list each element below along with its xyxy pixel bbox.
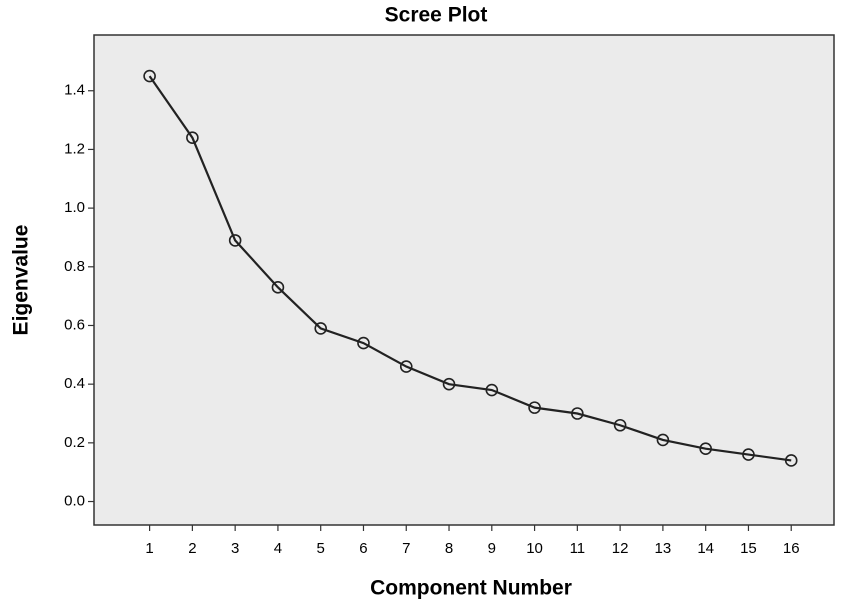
- y-tick-label: 1.0: [64, 199, 85, 216]
- x-tick-label: 10: [526, 540, 543, 557]
- x-tick-label: 2: [188, 540, 196, 557]
- x-tick-label: 12: [612, 540, 629, 557]
- line: [148, 75, 792, 462]
- plot-area: [93, 34, 835, 526]
- y-axis-label: Eigenvalue: [10, 225, 33, 336]
- y-tick-label: 0.4: [64, 375, 85, 392]
- point: [186, 131, 199, 144]
- x-tick-label: 11: [570, 540, 586, 557]
- y-tick-label: 0.6: [64, 316, 85, 333]
- x-tick-label: 3: [231, 540, 239, 557]
- x-tick-label: 9: [488, 540, 496, 557]
- point: [442, 377, 456, 391]
- x-tick-label: 16: [783, 540, 800, 557]
- point: [528, 401, 541, 414]
- y-tick-label: 0.2: [64, 434, 85, 451]
- x-tick-label: 13: [655, 540, 672, 557]
- x-tick-label: 7: [402, 540, 410, 557]
- x-tick-label: 5: [317, 540, 325, 557]
- point: [399, 360, 413, 373]
- point: [784, 454, 798, 467]
- point: [228, 234, 242, 247]
- x-axis-label: Component Number: [370, 577, 572, 600]
- point: [314, 322, 328, 335]
- x-tick-label: 8: [445, 540, 453, 557]
- point: [571, 407, 584, 420]
- chart-title: Scree Plot: [385, 4, 488, 27]
- x-tick-label: 15: [740, 540, 757, 557]
- point: [357, 336, 370, 350]
- point: [143, 69, 156, 83]
- point: [742, 448, 755, 461]
- point: [271, 281, 285, 294]
- y-tick-label: 0.8: [64, 258, 85, 275]
- point: [485, 383, 499, 397]
- x-tick-label: 1: [145, 540, 153, 557]
- point: [699, 442, 712, 456]
- point: [656, 433, 670, 447]
- x-tick-label: 14: [697, 540, 714, 557]
- y-tick-label: 1.2: [64, 140, 85, 157]
- y-tick-label: 1.4: [64, 82, 85, 99]
- x-tick-label: 4: [274, 540, 282, 557]
- y-tick-label: 0.0: [64, 492, 85, 509]
- x-tick-label: 6: [359, 540, 367, 557]
- point: [613, 418, 627, 432]
